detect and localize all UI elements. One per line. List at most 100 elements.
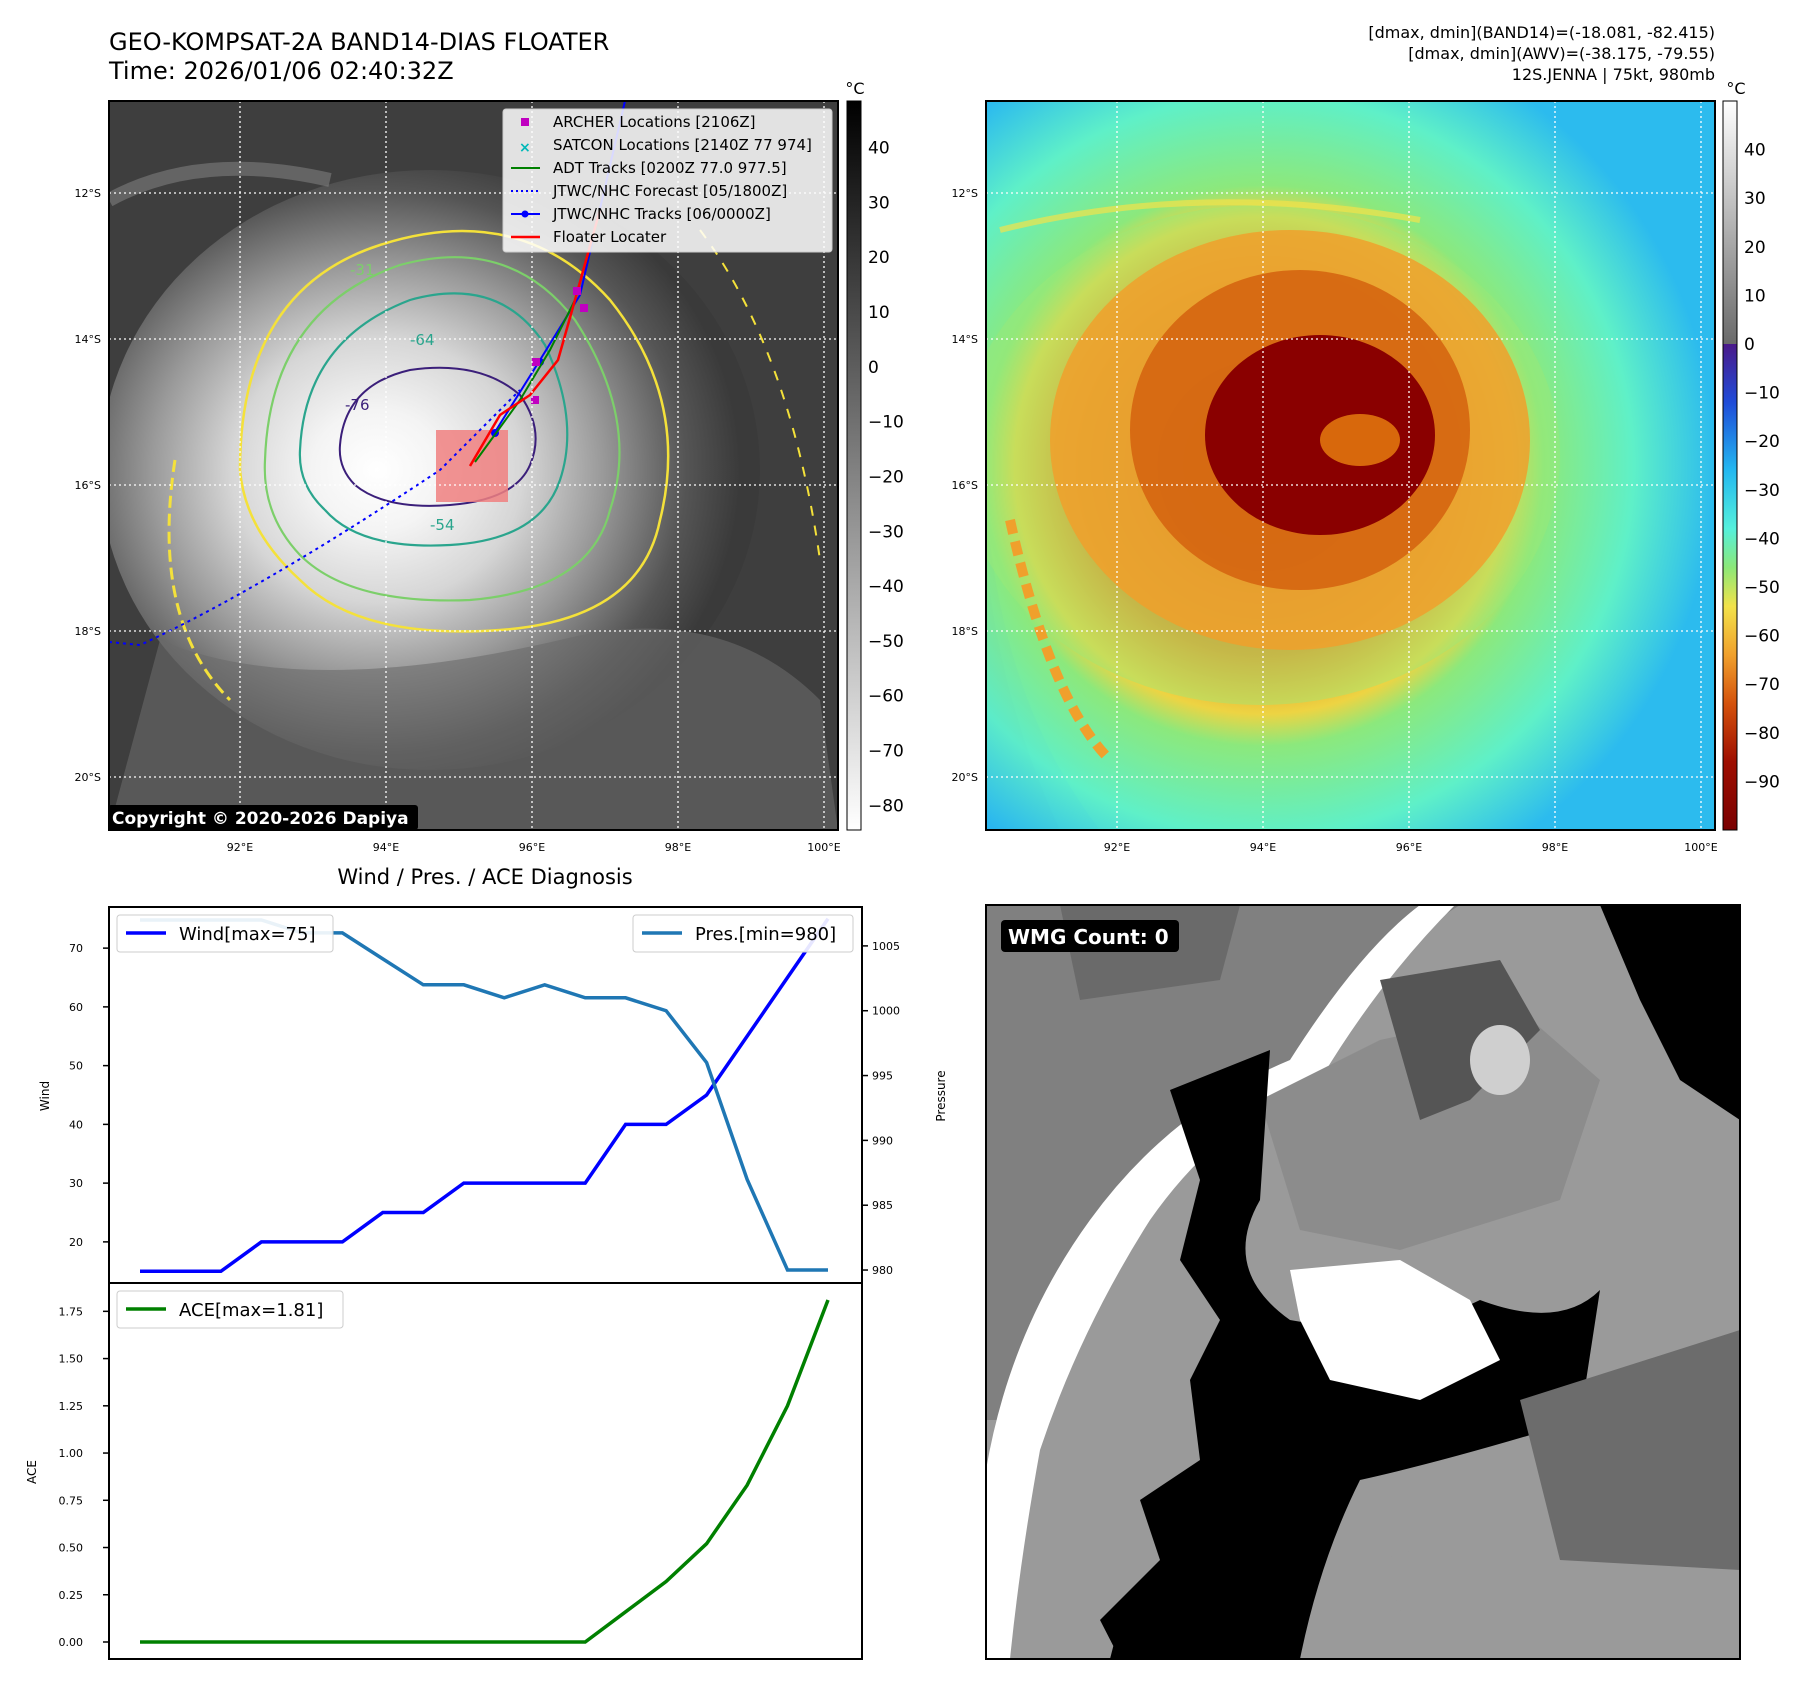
color-lon-100e: 100°E xyxy=(1684,841,1717,854)
color-lon-92e: 92°E xyxy=(1104,841,1130,854)
ir-colorbar-tick: 30 xyxy=(868,193,890,213)
color-lat-18s: 18°S xyxy=(952,625,978,638)
ace-legend-label: ACE[max=1.81] xyxy=(179,1300,323,1321)
cold-core xyxy=(1205,335,1435,535)
header-right-line-2: [dmax, dmin](AWV)=(-38.175, -79.55) xyxy=(1408,44,1715,63)
color-imagery xyxy=(986,101,1715,830)
color-lon-96e: 96°E xyxy=(1396,841,1422,854)
ace-series-line xyxy=(140,1299,830,1644)
pressure-axis-tick: 995 xyxy=(872,1070,893,1083)
wind-legend-label: Wind[max=75] xyxy=(179,924,316,945)
wind-axis-tick: 30 xyxy=(69,1177,83,1190)
header-right-line-3: 12S.JENNA | 75kt, 980mb xyxy=(1512,65,1715,84)
color-gridlines xyxy=(986,101,1715,830)
pressure-axis-tick: 980 xyxy=(872,1264,893,1277)
color-colorbar-tick: −20 xyxy=(1744,432,1780,452)
copyright-text: Copyright © 2020-2026 Dapiya xyxy=(112,809,409,829)
ace-axis-tick: 0.50 xyxy=(59,1542,84,1555)
contour-minus64 xyxy=(298,292,569,547)
pressure-axis-tick: 1000 xyxy=(872,1005,900,1018)
color-colorbar-tick: −90 xyxy=(1744,772,1780,792)
contour-label-76: -76 xyxy=(345,396,370,414)
contour-label-31: -31 xyxy=(350,261,375,279)
color-colorbar-tick: 30 xyxy=(1744,189,1766,209)
color-colorbar-tick: 10 xyxy=(1744,286,1766,306)
ir-colorbar: °C 40 30 20 10 0 −10 −20 −30 −40 −50 −60 −70 −80 xyxy=(845,79,904,831)
color-colorbar-tick: −80 xyxy=(1744,724,1780,744)
title-line-2: Time: 2026/01/06 02:40:32Z xyxy=(108,57,454,85)
ir-colorbar-tick: −10 xyxy=(868,413,904,433)
ace-axis-tick: 1.50 xyxy=(59,1353,84,1366)
wmg-count-badge xyxy=(1001,920,1179,952)
title-line-1: GEO-KOMPSAT-2A BAND14-DIAS FLOATER xyxy=(109,28,609,56)
contour-minus54 xyxy=(263,256,621,602)
header-right-line-1: [dmax, dmin](BAND14)=(-18.081, -82.415) xyxy=(1368,23,1715,42)
ir-lon-100e: 100°E xyxy=(807,841,840,854)
color-colorbar-tick: 0 xyxy=(1744,335,1755,355)
ir-lon-98e: 98°E xyxy=(665,841,691,854)
ir-colorbar-unit: °C xyxy=(845,79,864,98)
diagnosis-title: Wind / Pres. / ACE Diagnosis xyxy=(337,865,632,889)
ace-axis-tick: 0.25 xyxy=(59,1589,84,1602)
wind-axis-tick: 40 xyxy=(69,1118,83,1131)
legend-archer: ARCHER Locations [2106Z] xyxy=(553,113,756,131)
ir-colorbar-tick: −40 xyxy=(868,577,904,597)
wind-axis-tick: 50 xyxy=(69,1060,83,1073)
ir-colorbar-tick: 20 xyxy=(868,248,890,268)
pressure-axis-tick: 985 xyxy=(872,1199,893,1212)
ir-lat-18s: 18°S xyxy=(75,625,101,638)
ir-lon-94e: 94°E xyxy=(373,841,399,854)
ir-colorbar-tick: 40 xyxy=(868,139,890,159)
color-colorbar-tick: −70 xyxy=(1744,675,1780,695)
ace-axis-label: ACE xyxy=(25,1460,39,1484)
color-lat-12s: 12°S xyxy=(952,187,978,200)
floater-box xyxy=(436,430,508,502)
contour-label-64: -64 xyxy=(410,331,435,349)
wind-axis-label: Wind xyxy=(38,1081,52,1111)
color-colorbar: °C 40 30 20 10 0 −10 −20 −30 −40 −50 −60 −70 −80 −90 xyxy=(1722,79,1780,831)
legend-forecast: JTWC/NHC Forecast [05/1800Z] xyxy=(552,182,787,200)
ir-lat-16s: 16°S xyxy=(75,479,101,492)
copyright-badge xyxy=(108,805,418,830)
ir-colorbar-tick: 10 xyxy=(868,303,890,323)
legend-floater: Floater Locater xyxy=(553,228,667,246)
ir-lat-20s: 20°S xyxy=(75,771,101,784)
color-lon-98e: 98°E xyxy=(1542,841,1568,854)
color-colorbar-tick: −50 xyxy=(1744,578,1780,598)
jtwc-forecast-track xyxy=(109,389,521,647)
ace-axis-tick: 0.00 xyxy=(59,1636,84,1649)
pressure-axis-tick: 1005 xyxy=(872,940,900,953)
ir-colorbar-tick: −30 xyxy=(868,522,904,542)
ir-lat-14s: 14°S xyxy=(75,333,101,346)
ir-colorbar-tick: −70 xyxy=(868,742,904,762)
ace-axis-tick: 1.00 xyxy=(59,1447,84,1460)
floater-locater-track xyxy=(468,209,602,467)
map-legend: ARCHER Locations [2106Z] × SATCON Locati… xyxy=(502,108,833,253)
wmg-count-label: WMG Count: 0 xyxy=(1008,925,1169,949)
legend-satcon: SATCON Locations [2140Z 77 974] xyxy=(553,136,812,154)
color-colorbar-tick: −60 xyxy=(1744,627,1780,647)
wind-pres-chart: 70 60 50 40 30 20 1005 1000 995 990 985 980 Wind P… xyxy=(38,906,948,1284)
color-colorbar-unit: °C xyxy=(1726,79,1745,98)
ir-lon-92e: 92°E xyxy=(227,841,253,854)
ace-legend: ACE[max=1.81] xyxy=(116,1290,344,1329)
ir-lat-12s: 12°S xyxy=(75,187,101,200)
color-colorbar-tick: −30 xyxy=(1744,481,1780,501)
legend-jtwc-tracks: JTWC/NHC Tracks [06/0000Z] xyxy=(552,205,771,223)
ir-colorbar-tick: −60 xyxy=(868,687,904,707)
contour-minus31 xyxy=(238,229,670,633)
wind-legend: Wind[max=75] xyxy=(116,914,334,953)
color-colorbar-tick: 40 xyxy=(1744,141,1766,161)
wind-axis-tick: 60 xyxy=(69,1001,83,1014)
color-colorbar-tick: 20 xyxy=(1744,238,1766,258)
color-lon-94e: 94°E xyxy=(1250,841,1276,854)
color-lat-14s: 14°S xyxy=(952,333,978,346)
pressure-axis-tick: 990 xyxy=(872,1134,893,1147)
ace-chart: 1.75 1.50 1.25 1.00 0.75 0.50 0.25 0.00 ACE ACE… xyxy=(25,1282,863,1660)
pressure-legend-label: Pres.[min=980] xyxy=(695,924,836,945)
contour-label-54: -54 xyxy=(430,516,455,534)
color-lat-16s: 16°S xyxy=(952,479,978,492)
contour-minus76 xyxy=(338,366,537,507)
wind-axis-tick: 20 xyxy=(69,1236,83,1249)
